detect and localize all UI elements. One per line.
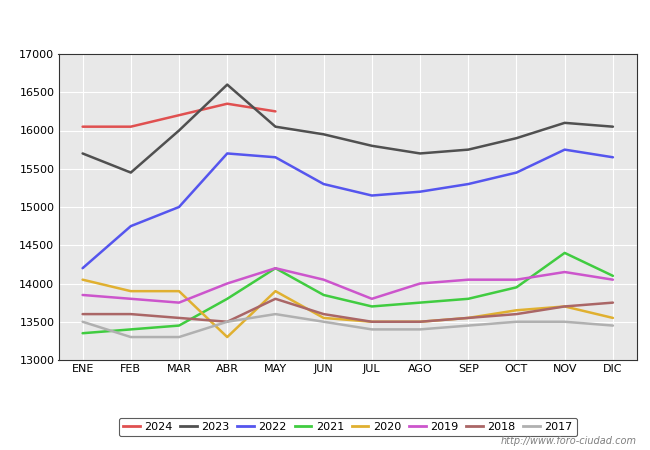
Text: Afiliados en La Rinconada a 31/5/2024: Afiliados en La Rinconada a 31/5/2024 — [166, 16, 484, 34]
Legend: 2024, 2023, 2022, 2021, 2020, 2019, 2018, 2017: 2024, 2023, 2022, 2021, 2020, 2019, 2018… — [118, 418, 577, 436]
Text: http://www.foro-ciudad.com: http://www.foro-ciudad.com — [501, 436, 637, 446]
